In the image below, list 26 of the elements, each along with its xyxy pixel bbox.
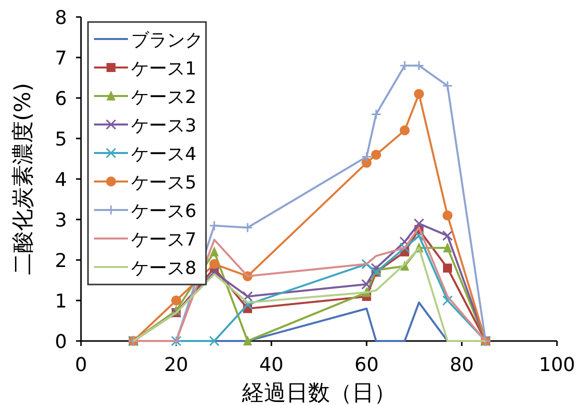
y-tick-label: 4 — [54, 169, 67, 191]
legend-label: ケース4 — [131, 144, 196, 165]
y-tick-label: 3 — [54, 210, 67, 232]
y-tick-label: 5 — [54, 128, 67, 150]
y-tick-label: 6 — [54, 88, 67, 110]
x-tick-label: 100 — [538, 354, 576, 376]
legend-label: ブランク — [131, 30, 203, 51]
legend-label: ケース7 — [131, 230, 196, 250]
legend-label: ケース6 — [131, 201, 196, 222]
x-axis-title: 経過日数（日） — [241, 381, 396, 405]
x-tick-label: 40 — [259, 354, 284, 376]
x-tick-label: 60 — [354, 354, 379, 376]
legend-label: ケース5 — [131, 172, 196, 194]
y-tick-label: 7 — [54, 48, 67, 70]
legend-label: ケース3 — [131, 116, 196, 136]
legend-label: ケース2 — [131, 87, 196, 108]
legend-label: ケース1 — [131, 58, 196, 80]
legend-label: ケース8 — [131, 258, 196, 279]
y-axis-title: 二酸化炭素濃度(%) — [11, 82, 36, 276]
x-tick-label: 20 — [164, 354, 188, 376]
y-tick-label: 8 — [54, 7, 67, 29]
y-tick-label: 0 — [54, 331, 67, 353]
y-tick-label: 2 — [54, 250, 67, 272]
x-tick-label: 0 — [74, 354, 88, 376]
x-tick-label: 80 — [450, 354, 474, 376]
y-tick-label: 1 — [54, 290, 67, 312]
